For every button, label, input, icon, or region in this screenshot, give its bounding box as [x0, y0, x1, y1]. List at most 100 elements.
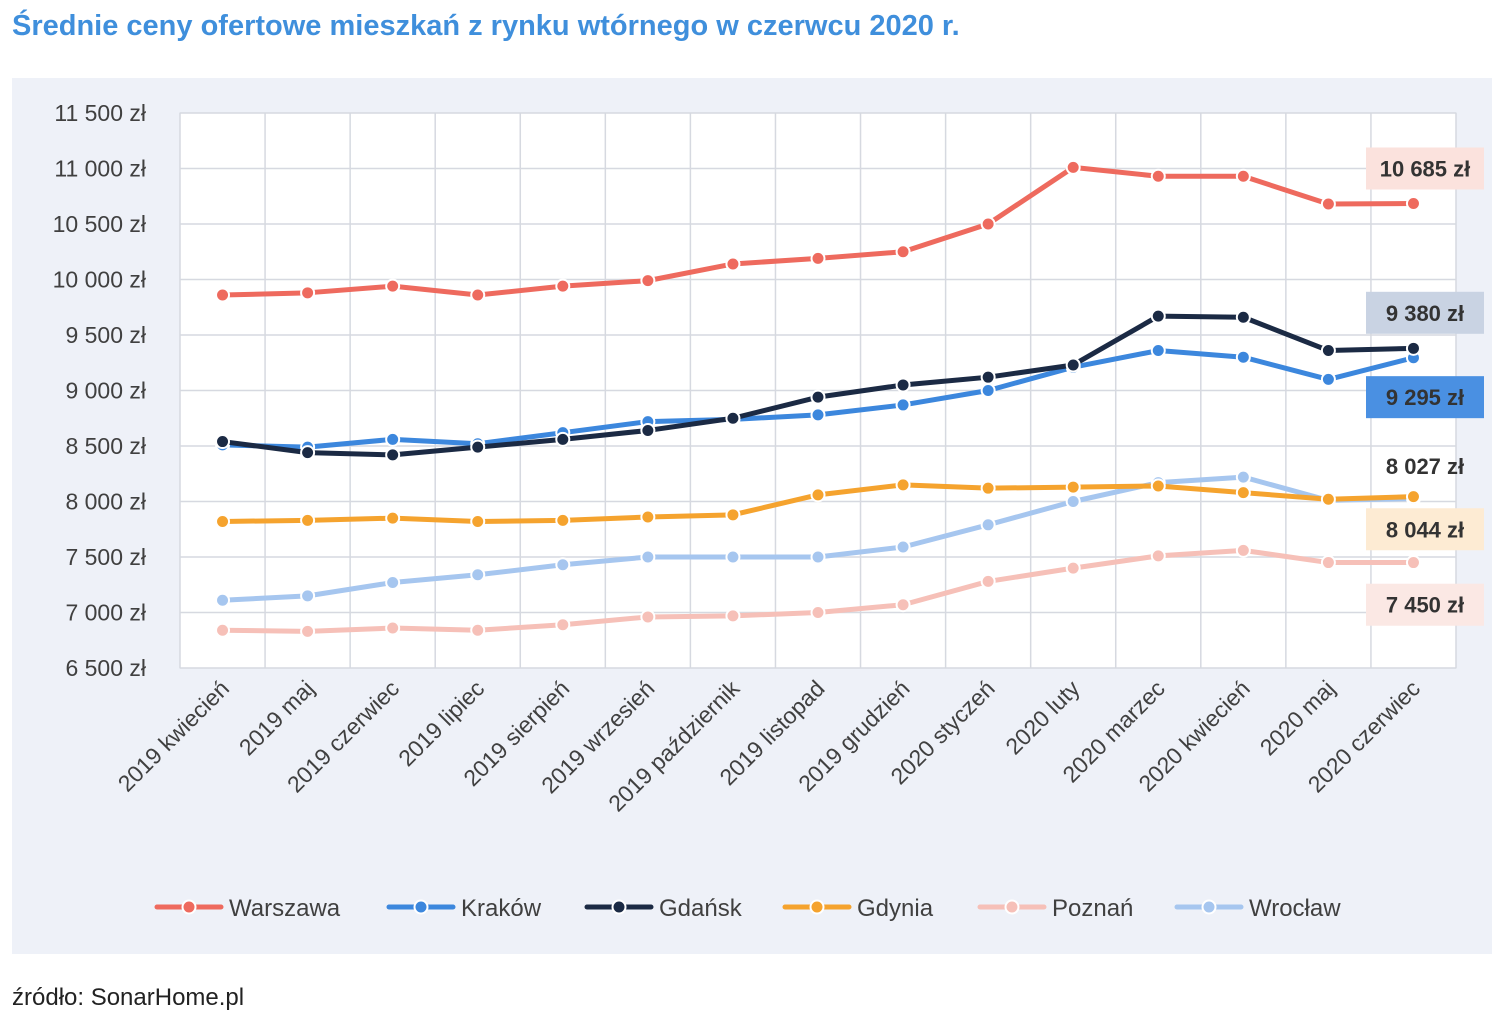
callout-label: 9 295 zł	[1386, 385, 1464, 410]
data-point	[725, 507, 741, 523]
legend-label: Gdynia	[857, 895, 934, 922]
x-tick-label: 2020 luty	[1000, 675, 1085, 760]
data-point	[555, 617, 571, 633]
data-point	[1405, 555, 1421, 571]
data-point	[470, 513, 486, 529]
data-point	[385, 278, 401, 294]
data-point	[1235, 469, 1251, 485]
data-point	[1065, 479, 1081, 495]
data-point	[215, 513, 231, 529]
y-tick-label: 9 500 zł	[65, 322, 146, 348]
data-point	[640, 273, 656, 289]
callout-label: 8 027 zł	[1386, 454, 1464, 479]
legend-marker	[181, 899, 197, 915]
data-point	[640, 509, 656, 525]
x-tick-label: 2020 maj	[1255, 675, 1340, 760]
legend-label: Kraków	[461, 895, 542, 922]
data-point	[895, 539, 911, 555]
legend-marker	[1004, 899, 1020, 915]
data-point	[810, 487, 826, 503]
callout-box	[1366, 583, 1484, 626]
data-point	[1065, 494, 1081, 509]
y-tick-label: 8 000 zł	[65, 489, 146, 515]
data-point	[980, 216, 996, 232]
data-point	[640, 422, 656, 438]
data-point	[555, 512, 571, 528]
data-point	[1235, 309, 1251, 325]
data-point	[725, 608, 741, 624]
data-point	[300, 445, 316, 461]
data-point	[215, 434, 231, 450]
callout-label: 7 450 zł	[1386, 593, 1464, 618]
data-point	[1235, 349, 1251, 365]
data-point	[555, 557, 571, 573]
data-point	[895, 597, 911, 613]
data-point	[1235, 542, 1251, 558]
data-point	[895, 244, 911, 260]
data-point	[640, 609, 656, 625]
legend-label: Gdańsk	[659, 895, 743, 922]
data-point	[1150, 308, 1166, 324]
data-point	[215, 287, 231, 303]
data-point	[810, 605, 826, 620]
data-point	[470, 567, 486, 583]
y-tick-label: 6 500 zł	[65, 655, 146, 681]
callout-box	[1366, 291, 1484, 334]
data-point	[1150, 478, 1166, 494]
data-point	[1065, 560, 1081, 576]
chart-title: Średnie ceny ofertowe mieszkań z rynku w…	[12, 10, 960, 42]
data-point	[300, 512, 316, 528]
legend-label: Poznań	[1052, 895, 1133, 922]
data-point	[895, 397, 911, 413]
line-chart: 6 500 zł 7 000 zł 7 500 zł 8 000 zł 8 500 zł…	[53, 100, 1484, 922]
data-point	[555, 278, 571, 294]
data-point	[980, 573, 996, 589]
data-point	[810, 549, 826, 565]
legend-marker	[1201, 899, 1217, 915]
data-point	[385, 510, 401, 526]
data-point	[300, 285, 316, 301]
data-point	[810, 389, 826, 405]
data-point	[810, 407, 826, 423]
data-point	[1235, 485, 1251, 501]
data-point	[725, 256, 741, 272]
data-point	[385, 447, 401, 463]
x-tick-label: 2019 maj	[234, 675, 319, 760]
y-tick-label: 10 500 zł	[53, 211, 146, 237]
data-point	[1320, 196, 1336, 212]
callout-box	[1366, 508, 1484, 551]
callout-box	[1366, 376, 1484, 419]
data-point	[895, 377, 911, 393]
y-tick-label: 8 500 zł	[65, 433, 146, 459]
data-point	[1405, 340, 1421, 356]
legend-marker	[611, 899, 627, 915]
y-tick-label: 9 000 zł	[65, 378, 146, 404]
legend-marker	[809, 899, 825, 915]
data-point	[215, 592, 231, 608]
data-point	[385, 620, 401, 636]
data-point	[1320, 555, 1336, 571]
data-point	[725, 410, 741, 426]
data-point	[385, 575, 401, 591]
data-point	[470, 439, 486, 455]
data-point	[810, 250, 826, 266]
data-point	[470, 622, 486, 638]
data-point	[640, 549, 656, 565]
data-point	[1405, 489, 1421, 505]
source-note: źródło: SonarHome.pl	[12, 984, 245, 1011]
data-point	[215, 622, 231, 638]
data-point	[1150, 168, 1166, 184]
data-point	[1320, 343, 1336, 359]
data-point	[300, 588, 316, 604]
callout-label: 9 380 zł	[1386, 301, 1464, 326]
data-point	[1065, 357, 1081, 373]
data-point	[1320, 371, 1336, 387]
y-tick-label: 7 500 zł	[65, 544, 146, 570]
data-point	[1150, 343, 1166, 359]
data-point	[300, 623, 316, 639]
data-point	[980, 480, 996, 496]
legend-label: Warszawa	[229, 895, 341, 922]
data-point	[980, 383, 996, 398]
data-point	[385, 431, 401, 447]
data-point	[1405, 195, 1421, 211]
